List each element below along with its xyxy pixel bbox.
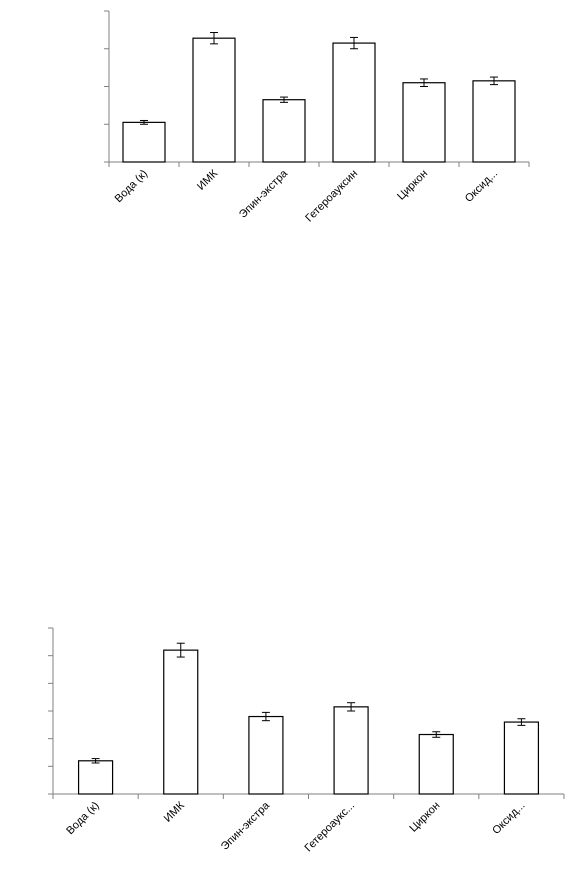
x-tick-label: Гетероауксин [303,168,360,225]
error-bar-5 [490,76,498,86]
error-bar-2 [261,711,270,722]
bar-0 [122,121,166,163]
error-bar-1 [210,32,218,45]
bar-3 [333,706,369,795]
bar-chart-bottom: Вода (к) ИМК Эпин-экстра Гетероаукс... Цирко… [48,627,565,855]
error-bar-2 [280,96,288,103]
x-tick-label: Циркон [395,168,430,203]
bar-5 [503,721,540,795]
x-tick-label: Циркон [407,800,442,835]
x-tick-label: ИМК [162,799,188,825]
x-tick-label: Оксид... [463,168,500,205]
error-bar-4 [432,731,441,738]
bar-0 [77,760,114,795]
bar-4 [402,82,446,163]
x-tick-label: Эпин-экстра [219,799,273,853]
x-tick-label: Оксид... [490,800,527,837]
error-bar-3 [347,702,356,712]
bar-1 [163,649,199,795]
x-tick-label: Гетероаукс... [303,800,358,855]
bar-chart-top: Вода (к) ИМК Эпин-экстра Гетероауксин Циркон… [104,10,530,225]
error-bar-3 [350,36,358,50]
bar-4 [418,733,454,795]
x-tick-label: Вода (к) [113,168,150,205]
bar-1 [192,37,236,163]
error-bar-0 [91,758,100,764]
x-tick-label: ИМК [195,167,221,193]
error-bar-4 [420,78,428,87]
x-tick-label: Вода (к) [64,800,101,837]
x-tick-label: Эпин-экстра [237,167,291,221]
error-bar-1 [176,642,185,658]
bar-2 [262,99,306,163]
bar-5 [472,80,516,163]
error-bar-5 [517,718,526,726]
bar-3 [332,42,376,163]
error-bar-0 [140,119,148,125]
bar-2 [248,715,284,795]
